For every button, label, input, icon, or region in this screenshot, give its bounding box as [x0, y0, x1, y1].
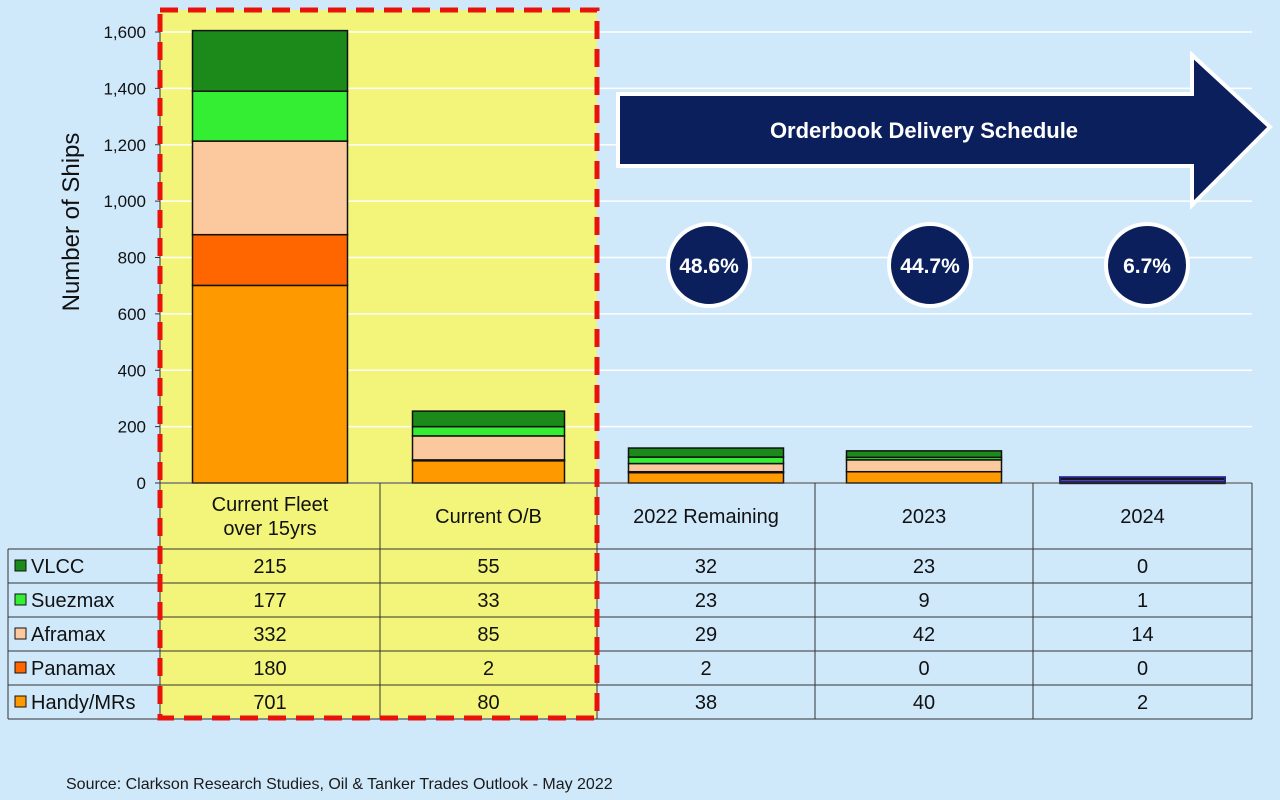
bar-segment-suezmax [627, 456, 785, 465]
table-cell-value: 33 [477, 590, 499, 612]
bar-segment-suezmax [411, 425, 566, 437]
table-cell-value: 29 [695, 624, 717, 646]
highlight-border [157, 7, 600, 721]
y-tick-label: 1,400 [103, 79, 146, 98]
y-tick-label: 600 [118, 305, 146, 324]
table-cell-value: 1 [1137, 590, 1148, 612]
delivery-share-label: 44.7% [900, 255, 960, 278]
table-cell-value: 2 [483, 658, 494, 680]
bar-segment-handy-mrs [191, 284, 349, 484]
delivery-share-bubble [666, 222, 752, 308]
table-cell-value: 9 [918, 590, 929, 612]
x-category-label: 2023 [902, 506, 947, 528]
orderbook-arrow [616, 50, 1273, 210]
x-category-label: 2024 [1120, 506, 1165, 528]
x-category-label: Current Fleet [212, 494, 329, 516]
y-tick-label: 1,200 [103, 136, 146, 155]
table-cell-value: 32 [695, 556, 717, 578]
y-axis-label: Number of Ships [58, 133, 85, 312]
legend-label: Suezmax [31, 590, 114, 612]
table-cell-value: 0 [1137, 556, 1148, 578]
table-cell-value: 14 [1131, 624, 1153, 646]
bar-segment-vlcc [627, 447, 785, 458]
bar-segment-handy-mrs [845, 470, 1003, 484]
bar-segment-suezmax [191, 90, 349, 142]
bar-segment-aframax [411, 435, 566, 461]
table-cell-value: 332 [253, 624, 286, 646]
legend-label: Aframax [31, 624, 105, 646]
bar-segment-handy-mrs [411, 459, 566, 484]
table-cell-value: 85 [477, 624, 499, 646]
table-cell-value: 701 [253, 692, 286, 714]
table-cell-value: 0 [1137, 658, 1148, 680]
delivery-share-label: 6.7% [1123, 255, 1171, 278]
bar-segment-vlcc [191, 29, 349, 92]
bar-outline [1059, 476, 1226, 483]
orderbook-arrow-label: Orderbook Delivery Schedule [770, 118, 1078, 143]
legend-swatch [14, 559, 27, 572]
table-cell-value: 2 [700, 658, 711, 680]
legend-swatch [14, 695, 27, 708]
table-cell-value: 42 [913, 624, 935, 646]
delivery-share-bubble [887, 222, 973, 308]
table-cell-value: 80 [477, 692, 499, 714]
bar-segment-handy-mrs [627, 471, 785, 484]
x-category-label: over 15yrs [223, 518, 316, 540]
bar-segment-vlcc [845, 450, 1003, 459]
legend-label: Panamax [31, 658, 116, 680]
table-cell-value: 23 [695, 590, 717, 612]
legend-swatch [14, 593, 27, 606]
delivery-share-bubble [1104, 222, 1190, 308]
table-cell-value: 215 [253, 556, 286, 578]
bar-segment-suezmax [1059, 477, 1226, 480]
y-tick-label: 0 [137, 474, 146, 493]
table-cell-value: 180 [253, 658, 286, 680]
source-note: Source: Clarkson Research Studies, Oil &… [66, 776, 613, 793]
bar-segment-aframax [627, 462, 785, 473]
table-cell-value: 55 [477, 556, 499, 578]
bar-segment-vlcc [411, 410, 566, 428]
bar-segment-aframax [845, 459, 1003, 473]
y-tick-label: 1,000 [103, 192, 146, 211]
table-cell-value: 0 [918, 658, 929, 680]
delivery-share-label: 48.6% [679, 255, 739, 278]
x-category-label: Current O/B [435, 506, 542, 528]
table-cell-value: 177 [253, 590, 286, 612]
x-category-label: 2022 Remaining [633, 506, 779, 528]
legend-swatch [14, 661, 27, 674]
table-cell-value: 2 [1137, 692, 1148, 714]
table-cell-value: 38 [695, 692, 717, 714]
legend-label: VLCC [31, 556, 84, 578]
table-cell-value: 23 [913, 556, 935, 578]
bar-segment-panamax [191, 233, 349, 287]
y-tick-label: 200 [118, 418, 146, 437]
bar-segment-aframax [191, 140, 349, 236]
legend-label: Handy/MRs [31, 692, 135, 714]
table-cell-value: 40 [913, 692, 935, 714]
y-tick-label: 400 [118, 361, 146, 380]
y-tick-label: 1,600 [103, 23, 146, 42]
y-tick-label: 800 [118, 249, 146, 268]
legend-swatch [14, 627, 27, 640]
